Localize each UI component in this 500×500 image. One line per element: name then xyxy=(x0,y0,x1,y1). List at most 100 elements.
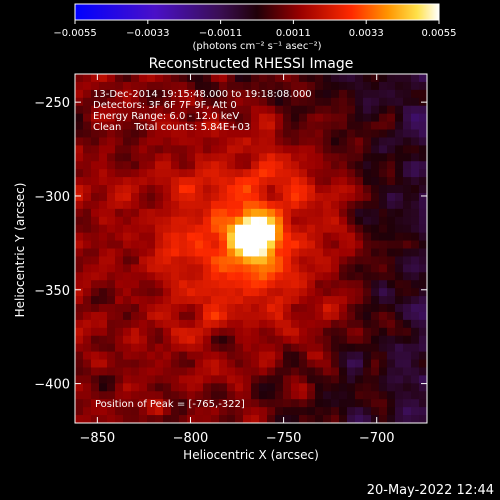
heatmap-cell xyxy=(411,177,420,186)
heatmap-cell xyxy=(259,304,268,313)
heatmap-cell xyxy=(355,264,364,273)
heatmap-cell xyxy=(275,248,284,258)
heatmap-cell xyxy=(323,319,332,329)
heatmap-cell xyxy=(131,121,140,131)
heatmap-cell xyxy=(355,327,364,337)
heatmap-cell xyxy=(91,383,100,392)
heatmap-cell xyxy=(227,89,236,99)
heatmap-cell xyxy=(363,97,372,107)
heatmap-cell xyxy=(91,296,100,305)
heatmap-cell xyxy=(395,137,404,146)
heatmap-cell xyxy=(419,351,427,361)
heatmap-cell xyxy=(275,383,284,392)
heatmap-cell xyxy=(355,319,364,329)
heatmap-cell xyxy=(363,177,372,186)
heatmap-cell xyxy=(243,137,252,146)
heatmap-cell xyxy=(187,359,196,369)
heatmap-cell xyxy=(251,145,260,154)
heatmap-cell xyxy=(331,335,340,345)
heatmap-cell xyxy=(123,89,132,99)
heatmap-cell xyxy=(155,113,164,123)
heatmap-cell xyxy=(419,200,427,210)
heatmap-cell xyxy=(371,383,380,392)
heatmap-cell xyxy=(403,97,412,107)
heatmap-cell xyxy=(131,343,140,353)
heatmap-cell xyxy=(179,359,188,369)
heatmap-cell xyxy=(99,105,108,115)
heatmap-cell xyxy=(379,145,388,154)
heatmap-cell xyxy=(147,304,156,313)
heatmap-cell xyxy=(147,288,156,297)
heatmap-cell xyxy=(163,89,172,99)
heatmap-cell xyxy=(411,343,420,353)
heatmap-cell xyxy=(83,208,92,218)
heatmap-cell xyxy=(99,200,108,210)
heatmap-cell xyxy=(179,113,188,123)
heatmap-cell xyxy=(299,351,308,361)
heatmap-cell xyxy=(163,327,172,337)
heatmap-cell xyxy=(115,327,124,337)
heatmap-cell xyxy=(419,304,427,313)
heatmap-cell xyxy=(179,74,188,83)
heatmap-cell xyxy=(387,335,396,345)
heatmap-cell xyxy=(227,169,236,178)
heatmap-cell xyxy=(235,311,244,321)
heatmap-cell xyxy=(219,216,228,226)
heatmap-cell xyxy=(235,296,244,305)
heatmap-cell xyxy=(179,375,188,384)
heatmap-cell xyxy=(195,367,204,377)
y-tick-label: −350 xyxy=(34,284,70,299)
heatmap-cell xyxy=(307,256,316,265)
heatmap-cell xyxy=(211,391,220,400)
heatmap-cell xyxy=(267,280,276,289)
heatmap-cell xyxy=(291,240,300,250)
heatmap-cell xyxy=(195,177,204,186)
heatmap-cell xyxy=(251,192,260,202)
heatmap-cell xyxy=(147,264,156,273)
heatmap-cell xyxy=(347,89,356,99)
heatmap-cell xyxy=(99,375,108,384)
heatmap-cell xyxy=(347,375,356,384)
heatmap-cell xyxy=(219,121,228,131)
heatmap-cell xyxy=(219,145,228,154)
heatmap-cell xyxy=(339,304,348,313)
heatmap-cell xyxy=(99,224,108,234)
heatmap-cell xyxy=(171,264,180,273)
heatmap-cell xyxy=(203,145,212,154)
heatmap-cell xyxy=(139,200,148,210)
heatmap-cell xyxy=(355,224,364,234)
heatmap-cell xyxy=(171,367,180,377)
heatmap-cell xyxy=(139,248,148,258)
heatmap-cell xyxy=(195,335,204,345)
heatmap-cell xyxy=(123,185,132,194)
heatmap-cell xyxy=(107,224,116,234)
heatmap-cell xyxy=(171,232,180,242)
heatmap-cell xyxy=(195,359,204,369)
heatmap-cell xyxy=(395,399,404,408)
heatmap-cell xyxy=(283,304,292,313)
heatmap-cell xyxy=(115,121,124,131)
heatmap-cell xyxy=(395,383,404,392)
heatmap-cell xyxy=(371,272,380,281)
heatmap-cell xyxy=(411,335,420,345)
heatmap-cell xyxy=(315,383,324,392)
heatmap-cell xyxy=(115,224,124,234)
heatmap-cell xyxy=(275,240,284,250)
heatmap-cell xyxy=(83,81,92,91)
heatmap-cell xyxy=(379,192,388,202)
heatmap-cell xyxy=(307,153,316,162)
heatmap-cell xyxy=(195,129,204,139)
heatmap-cell xyxy=(395,367,404,377)
heatmap-cell xyxy=(371,81,380,91)
heatmap-cell xyxy=(195,343,204,353)
heatmap-cell xyxy=(123,319,132,329)
heatmap-cell xyxy=(91,105,100,115)
heatmap-cell xyxy=(419,343,427,353)
heatmap-cell xyxy=(363,296,372,305)
heatmap-cell xyxy=(379,415,388,423)
heatmap-cell xyxy=(315,216,324,226)
heatmap-cell xyxy=(91,89,100,99)
heatmap-cell xyxy=(347,264,356,273)
heatmap-cell xyxy=(251,327,260,337)
heatmap-cell xyxy=(267,97,276,107)
